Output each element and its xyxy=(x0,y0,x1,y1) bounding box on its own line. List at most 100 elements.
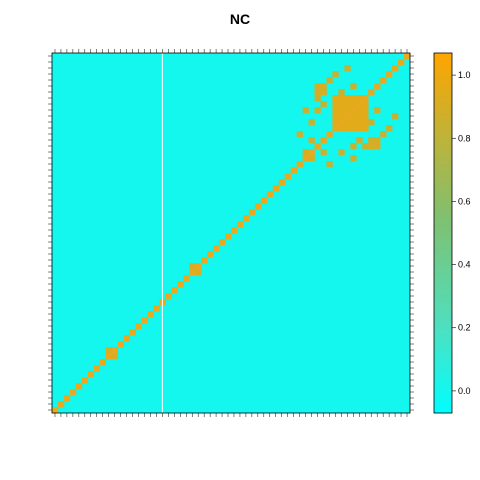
colorbar-segment xyxy=(434,122,452,126)
colorbar-segment xyxy=(434,62,452,66)
diagonal-cell xyxy=(374,83,381,90)
heatmap-cell xyxy=(350,83,357,90)
diagonal-cell xyxy=(111,347,118,354)
colorbar-segment xyxy=(434,53,452,57)
colorbar-tick-label: 0.0 xyxy=(458,386,471,396)
heatmap-cell xyxy=(362,113,369,120)
chart-title: NC xyxy=(230,11,250,27)
diagonal-cell xyxy=(236,221,244,228)
colorbar-segment xyxy=(434,326,452,330)
colorbar-segment xyxy=(434,368,452,372)
colorbar-segment xyxy=(434,185,452,189)
diagonal-cell xyxy=(105,353,112,360)
colorbar-segment xyxy=(434,218,452,222)
diagonal-cell xyxy=(260,197,268,204)
colorbar-segment xyxy=(434,146,452,150)
colorbar-segment xyxy=(434,344,452,348)
colorbar-tick-label: 0.8 xyxy=(458,133,471,143)
heatmap-cell xyxy=(332,71,339,78)
diagonal-cell xyxy=(69,389,77,396)
diagonal-cell xyxy=(99,359,106,366)
colorbar-tick-label: 0.4 xyxy=(458,260,471,270)
heatmap-cell xyxy=(374,137,381,144)
colorbar-segment xyxy=(434,335,452,339)
colorbar-segment xyxy=(434,404,452,408)
colorbar-segment xyxy=(434,275,452,279)
colorbar-segment xyxy=(434,110,452,114)
colorbar-segment xyxy=(434,314,452,318)
heatmap-cell xyxy=(362,101,369,108)
diagonal-cell xyxy=(231,227,238,234)
diagonal-cell xyxy=(189,269,196,276)
colorbar-segment xyxy=(434,341,452,345)
heatmap-cell xyxy=(350,119,357,126)
colorbar-segment xyxy=(434,155,452,159)
heatmap-cell xyxy=(314,89,321,96)
diagonal-cell xyxy=(344,113,351,120)
colorbar-segment xyxy=(434,233,452,237)
diagonal-cell xyxy=(52,407,59,414)
colorbar-segment xyxy=(434,188,452,192)
diagonal-cell xyxy=(81,377,89,384)
heatmap-cell xyxy=(105,347,112,354)
heatmap-cell xyxy=(356,113,363,120)
diagonal-cell xyxy=(302,155,309,162)
diagonal-cell xyxy=(219,239,226,246)
colorbar-segment xyxy=(434,173,452,177)
heatmap-cell xyxy=(332,95,339,102)
colorbar-segment xyxy=(434,80,452,84)
colorbar-segment xyxy=(434,245,452,249)
colorbar-segment xyxy=(434,290,452,294)
colorbar-segment xyxy=(434,398,452,402)
colorbar-segment xyxy=(434,350,452,354)
colorbar-segment xyxy=(434,287,452,291)
diagonal-cell xyxy=(129,329,136,336)
diagonal-cell xyxy=(248,209,256,216)
colorbar-segment xyxy=(434,176,452,180)
colorbar-segment xyxy=(434,359,452,363)
colorbar-segment xyxy=(434,149,452,153)
diagonal-cell xyxy=(117,341,124,348)
colorbar-segment xyxy=(434,128,452,132)
heatmap-cell xyxy=(320,149,327,156)
colorbar-segment xyxy=(434,401,452,405)
colorbar-segment xyxy=(434,257,452,261)
heatmap-cell xyxy=(195,269,202,276)
colorbar-segment xyxy=(434,278,452,282)
heatmap-cell xyxy=(320,83,327,90)
diagonal-cell xyxy=(308,149,315,156)
diagonal-cell xyxy=(398,59,405,66)
heatmap-cell xyxy=(392,113,399,120)
heatmap-cell xyxy=(356,119,363,126)
heatmap-cells xyxy=(51,52,411,414)
diagonal-cell xyxy=(326,131,333,138)
colorbar-segment xyxy=(434,131,452,135)
heatmap-cell xyxy=(374,107,381,114)
heatmap-cell xyxy=(344,101,351,108)
colorbar-segment xyxy=(434,152,452,156)
colorbar-segment xyxy=(434,239,452,243)
colorbar-segment xyxy=(434,284,452,288)
colorbar-segment xyxy=(434,338,452,342)
diagonal-cell xyxy=(332,125,339,132)
heatmap-cell xyxy=(380,131,387,138)
colorbar-segment xyxy=(434,371,452,375)
diagonal-cell xyxy=(75,383,83,390)
heatmap-cell xyxy=(368,119,375,126)
diagonal-cell xyxy=(201,257,208,264)
heatmap-cell xyxy=(314,107,321,114)
diagonal-cell xyxy=(213,245,220,252)
colorbar-segment xyxy=(434,269,452,273)
heatmap-cell xyxy=(368,143,375,150)
plot-frame xyxy=(51,52,411,414)
colorbar-frame xyxy=(433,52,453,414)
colorbar-segment xyxy=(434,77,452,81)
colorbar-tick-label: 1.0 xyxy=(458,70,471,80)
colorbar-segment xyxy=(434,116,452,120)
diagonal-cell xyxy=(207,251,214,258)
colorbar-segment xyxy=(434,380,452,384)
colorbar-segment xyxy=(434,299,452,303)
diagonal-cell xyxy=(87,371,95,378)
colorbar-segment xyxy=(434,272,452,276)
colorbar-segment xyxy=(434,191,452,195)
